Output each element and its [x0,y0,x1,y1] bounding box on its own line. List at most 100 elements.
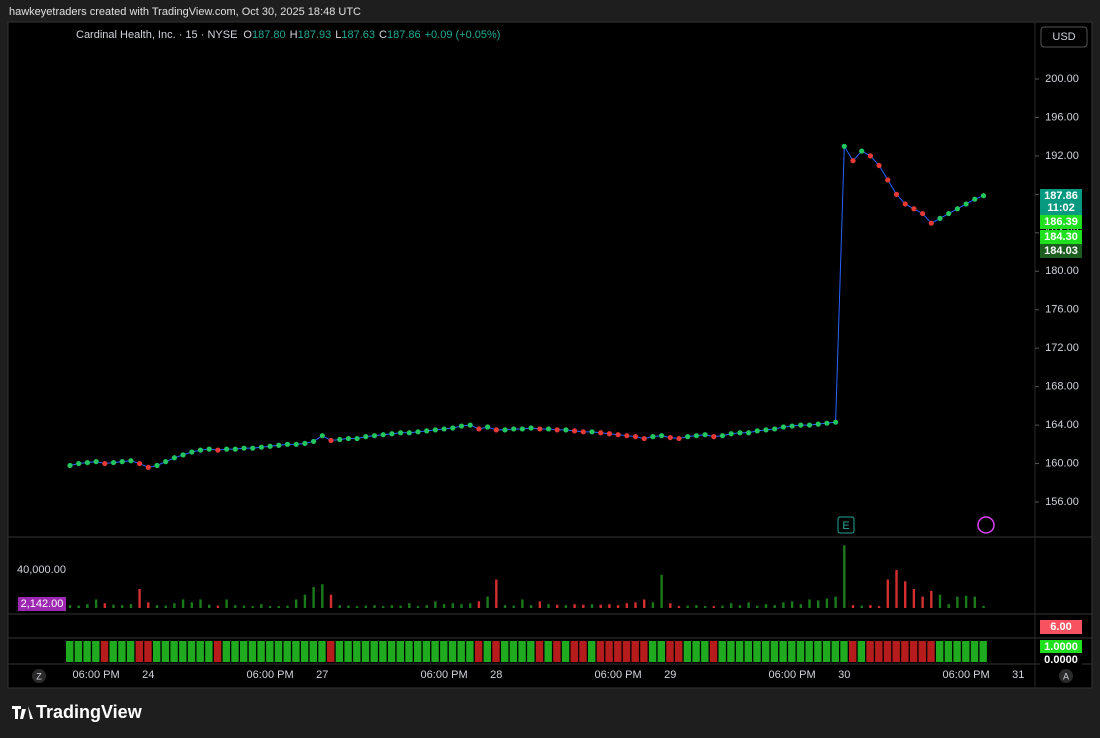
trend-cell [405,641,413,662]
y-tick-label: 196.00 [1045,111,1079,123]
y-tick-label: 200.00 [1045,73,1079,85]
button[interactable] [1059,669,1073,683]
trend-cell [161,641,170,662]
trend-cell [936,641,944,662]
volume-bar [547,604,550,608]
volume-bar [956,596,959,608]
price-dot [197,447,204,453]
price-dot [415,429,421,435]
currency-button[interactable] [1040,26,1088,48]
y-tick-label: 168.00 [1045,381,1079,393]
volume-bar [756,605,759,608]
volume-bar [103,603,106,608]
volume-bar [790,601,794,608]
volume-bar [268,606,272,608]
price-dot [467,422,473,428]
volume-current: 2,142.00 [21,598,64,610]
legend-value: 187.63 [341,29,375,41]
price-dot [572,428,578,434]
price-dot [537,426,543,432]
button-label[interactable]: Z [36,671,42,681]
volume-bar [764,604,768,608]
trend-cell [596,641,605,662]
volume-bar [321,584,324,608]
volume-bar [303,594,307,608]
price-dot [328,437,334,444]
price-dot [180,452,186,458]
legend-key: C [379,29,387,41]
price-tag [1040,653,1082,667]
price-dot [632,434,639,440]
trend-cell [205,641,213,662]
event-icon[interactable] [977,516,995,534]
price-dot [137,460,143,467]
trend-cell [396,641,404,662]
trend-cell [901,641,909,662]
legend: Cardinal Health, Inc. · 15 · NYSE O187.80… [76,29,500,41]
trend-cell [457,641,465,662]
price-dot [519,426,526,432]
price-dot [867,153,874,159]
volume-tick-label: 40,000.00 [17,564,66,576]
trend-cell [675,641,683,662]
trend-cell [327,641,335,662]
trend-cell [805,641,813,662]
price-dot [928,220,934,226]
volume-bar [747,602,750,608]
trend-cell [953,641,961,662]
volume-bar [382,606,385,608]
button-label[interactable]: A [1063,671,1069,681]
price-dot [911,206,917,212]
price-dot [458,423,465,429]
trend-cell [692,641,700,662]
trend-cell [622,641,631,662]
y-tick-label: 156.00 [1045,496,1079,508]
price-dot [84,459,90,466]
price-dot [667,434,673,441]
button[interactable] [32,669,46,683]
price-dot [354,435,360,442]
volume-bar [129,604,133,608]
legend-symbol: Cardinal Health, Inc. · 15 · NYSE [76,29,237,41]
x-tick-label: 28 [490,669,502,681]
volume-bar [503,605,507,608]
price-dot [954,206,961,212]
price-dot [806,422,813,428]
volume-bar [295,599,298,608]
price-dot [302,440,308,446]
volume-bar [608,604,611,608]
volume-bar [347,605,350,608]
price-tag [1040,620,1082,634]
price-dot [293,441,299,447]
earnings-label[interactable]: E [842,520,849,532]
trend-cell [222,641,230,662]
trend-cell [309,641,317,662]
legend-key: L [335,29,341,41]
trend-cell [100,641,109,662]
brand: TradingView [36,702,143,722]
price-dot [737,430,743,436]
volume-bar [616,605,620,608]
trend-cell [849,641,857,662]
trend-cell [735,641,744,662]
price-dot [224,446,230,452]
price-dot [859,148,865,154]
trend-cell [892,641,900,662]
price-dot [215,447,221,453]
trend-cell [109,641,117,662]
price-dot [241,445,247,451]
volume-bar [190,602,193,608]
volume-bar [477,601,481,608]
volume-bar [512,605,515,608]
price-dot [371,433,378,439]
earnings-icon[interactable] [837,516,855,534]
currency[interactable]: USD [1052,31,1075,43]
volume-bar [964,595,968,608]
price-dot [624,433,630,439]
price-dot [885,177,891,183]
volume-bar [425,605,428,608]
volume-bar [147,602,150,608]
trend-cell [657,641,665,662]
price-dot [659,433,665,439]
volume-bar [495,579,498,608]
